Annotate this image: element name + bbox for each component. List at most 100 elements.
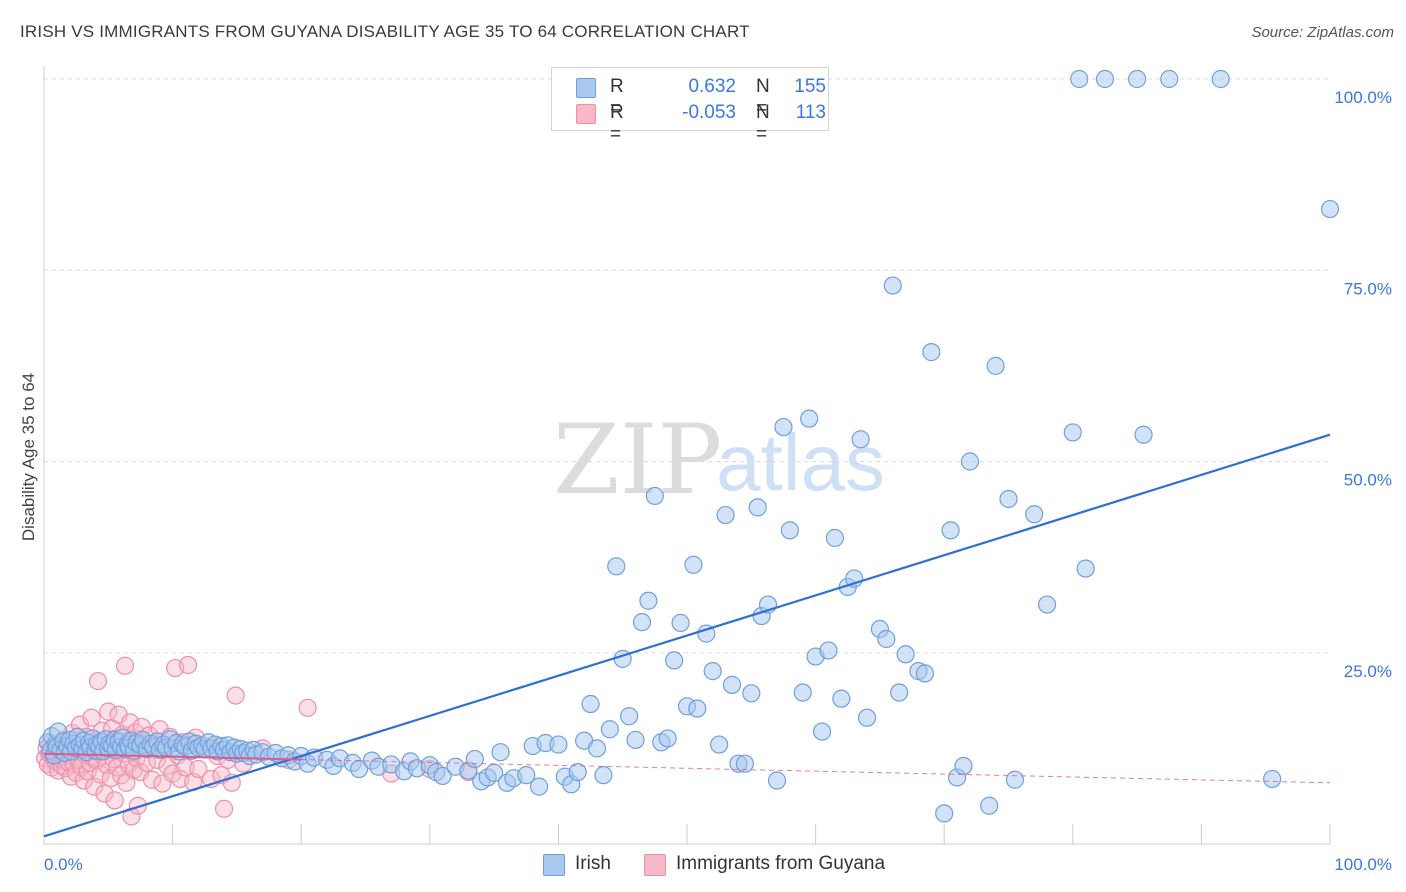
guyana-point (95, 784, 114, 803)
irish-swatch (576, 78, 596, 98)
irish-point (465, 749, 484, 769)
irish-trend-line (43, 433, 1331, 838)
irish-point (851, 430, 870, 449)
irish-point (620, 707, 639, 726)
irish-point (1095, 69, 1115, 89)
irish-point (517, 766, 536, 785)
y-tick-label: 25.0% (1344, 662, 1392, 681)
irish-point (748, 498, 767, 517)
irish-point (1320, 199, 1340, 219)
guyana-point (74, 771, 93, 790)
irish-point (433, 766, 452, 786)
irish-point (999, 489, 1018, 509)
irish-point (1005, 770, 1025, 789)
irish-point (1070, 69, 1089, 89)
guyana-point (142, 770, 162, 789)
irish-point (594, 766, 613, 785)
irish-point (922, 343, 941, 362)
guyana-point (189, 759, 208, 779)
guyana-point (105, 791, 124, 810)
irish-point (1037, 595, 1057, 614)
axes (43, 66, 1331, 845)
guyana-r-value: -0.053 (682, 102, 736, 123)
r-label: R = (610, 76, 624, 119)
irish-point (883, 276, 902, 295)
irish-point (742, 684, 761, 703)
irish-point (941, 521, 960, 540)
irish-point (607, 557, 626, 576)
x-tick-label: 0.0% (44, 855, 83, 874)
watermark-zip: ZIP (553, 404, 722, 516)
irish-point (568, 762, 587, 782)
guyana-point (226, 686, 245, 705)
irish-point (825, 528, 844, 548)
irish-point (1134, 425, 1153, 444)
irish-n-value: 155 (794, 76, 826, 97)
y-tick-label: 50.0% (1344, 471, 1392, 490)
n-label: N = (756, 102, 770, 145)
guyana-legend-swatch (644, 854, 666, 876)
irish-point (688, 699, 707, 718)
irish-point (774, 417, 793, 437)
irish-point (915, 664, 935, 683)
irish-point (530, 777, 549, 796)
irish-point (632, 613, 652, 632)
irish-point (658, 729, 677, 748)
irish-point (986, 356, 1005, 375)
irish-point (1025, 505, 1044, 524)
irish-point (1211, 69, 1230, 89)
irish-point (767, 771, 787, 790)
x-tick-label: 100.0% (1334, 855, 1392, 874)
irish-point (671, 613, 690, 633)
guyana-point (88, 671, 108, 691)
guyana-legend-label: Immigrants from Guyana (676, 853, 886, 874)
irish-point (549, 735, 568, 754)
guyana-trend-line (43, 752, 302, 761)
irish-point (735, 754, 754, 773)
irish-point (1160, 69, 1179, 89)
n-label: N = (756, 76, 770, 119)
correlation-legend: R = 0.632 N = 155 R = -0.053 N = 113 (551, 67, 829, 145)
irish-point (780, 521, 799, 540)
irish-legend-label: Irish (575, 853, 611, 874)
y-axis-label: Disability Age 35 to 64 (19, 373, 38, 541)
source-label: Source: ZipAtlas.com (1251, 24, 1394, 41)
irish-point (819, 641, 838, 660)
guyana-point (298, 698, 317, 717)
irish-point (1127, 69, 1147, 89)
irish-point (896, 645, 915, 664)
irish-legend-swatch (543, 854, 565, 876)
guyana-trend-line-extension (301, 759, 1331, 784)
irish-point (1063, 423, 1082, 442)
guyana-point (128, 796, 147, 815)
irish-point (697, 624, 716, 643)
guyana-swatch (576, 104, 596, 124)
irish-point (626, 730, 645, 750)
irish-point (600, 720, 619, 739)
irish-point (1076, 559, 1095, 578)
irish-point (716, 505, 735, 525)
watermark: ZIP atlas (553, 404, 885, 516)
irish-point (960, 452, 980, 471)
irish-point (665, 651, 684, 670)
irish-point (710, 735, 729, 754)
guyana-n-value: 113 (795, 102, 826, 123)
irish-point (581, 694, 600, 714)
irish-point (491, 743, 510, 762)
y-tick-label: 100.0% (1334, 88, 1392, 107)
guyana-point (115, 656, 135, 675)
guyana-point (82, 708, 101, 727)
irish-point (877, 629, 896, 649)
irish-point (1263, 769, 1282, 789)
irish-point (703, 662, 722, 681)
irish-point (954, 756, 973, 776)
irish-point (980, 796, 999, 815)
y-tick-label: 75.0% (1344, 279, 1392, 298)
r-label: R = (610, 102, 624, 145)
guyana-point (99, 702, 118, 721)
guyana-point (121, 713, 140, 732)
irish-point (722, 675, 742, 694)
irish-point (800, 409, 819, 428)
guyana-point (178, 655, 198, 675)
